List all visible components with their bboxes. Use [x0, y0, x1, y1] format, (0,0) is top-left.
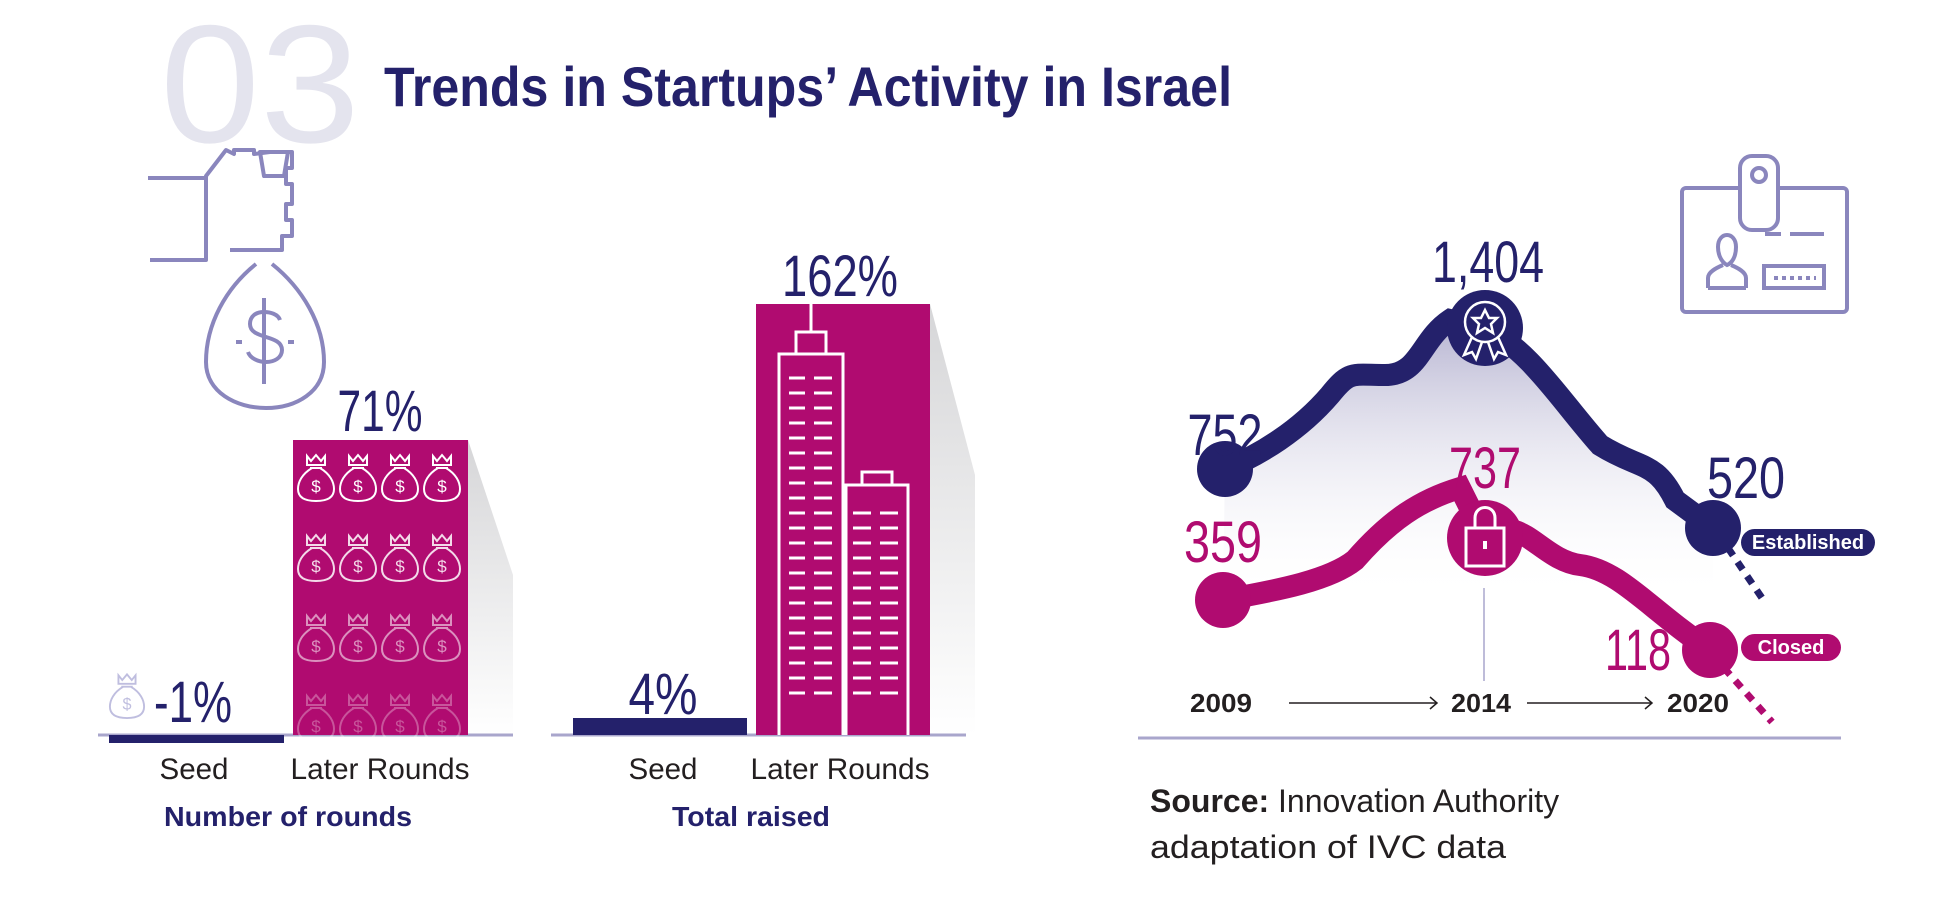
svg-text:$: $	[123, 696, 132, 714]
series-line	[1214, 308, 1724, 539]
chart-caption: Number of rounds	[164, 801, 412, 832]
year-label-2014: 2014	[1451, 688, 1512, 718]
category-label-later-rounds: Later Rounds	[291, 753, 470, 786]
bar-seed	[573, 718, 747, 735]
chart-total-raised: 4% 162% Seed Later Rounds Total raised	[551, 244, 975, 832]
legend-label: Established	[1752, 532, 1864, 554]
data-point	[1682, 622, 1738, 678]
padlock-icon	[1464, 506, 1506, 568]
projection-dash	[1721, 665, 1775, 725]
legend-pill	[1741, 529, 1875, 556]
data-label: 359	[1184, 510, 1262, 575]
data-point	[1685, 500, 1741, 556]
money-bag-icon: $	[108, 672, 146, 720]
arrow-icon	[1289, 696, 1654, 710]
chart-number-of-rounds: $ -1% 71% Seed Later Rounds Number of ro…	[98, 379, 513, 832]
category-label-seed: Seed	[629, 753, 698, 786]
value-label-seed: 4%	[629, 662, 698, 727]
bar-shadow	[468, 440, 513, 735]
award-ribbon-icon	[1461, 300, 1509, 362]
section-number: 03	[160, 0, 360, 178]
data-label: 520	[1707, 446, 1785, 511]
tower-short-outline	[844, 470, 910, 735]
data-point	[1197, 441, 1253, 497]
value-label-seed: -1%	[154, 670, 232, 735]
source-label: Source:	[1150, 783, 1269, 819]
source-note: Source: Innovation Authority	[1150, 783, 1559, 819]
year-label-2020: 2020	[1667, 688, 1729, 718]
source-line2: adaptation of IVC data	[1150, 829, 1506, 865]
category-label-later-rounds: Later Rounds	[751, 753, 930, 786]
bar-shadow	[930, 304, 975, 735]
year-label-2009: 2009	[1190, 688, 1252, 718]
source-line1: Innovation Authority	[1269, 783, 1559, 819]
bar-seed	[109, 735, 284, 743]
value-label-later-rounds: 71%	[338, 379, 423, 444]
data-point	[1195, 572, 1251, 628]
skyscraper-icon	[777, 298, 910, 735]
x-axis: 2009 2014 2020	[1190, 688, 1729, 718]
data-label: 1,404	[1432, 230, 1544, 295]
series-established: 752 1,404 520 Established	[1188, 230, 1875, 600]
data-label: 737	[1449, 436, 1521, 501]
data-label: 752	[1188, 403, 1263, 468]
tower-tall-outline	[777, 298, 845, 735]
data-label: 118	[1605, 618, 1671, 683]
category-label-seed: Seed	[160, 753, 229, 786]
legend-label: Closed	[1758, 637, 1825, 659]
legend-pill	[1741, 634, 1841, 661]
value-label-later-rounds: 162%	[782, 244, 898, 309]
page-title: Trends in Startups’ Activity in Israel	[384, 55, 1232, 118]
money-bag-in-hand-icon	[148, 148, 326, 410]
chart-caption: Total raised	[672, 801, 830, 832]
id-badge-icon	[1680, 154, 1849, 314]
chart-startups-established-closed: 752 1,404 520 Established 359 737 118 Closed	[1138, 230, 1875, 740]
